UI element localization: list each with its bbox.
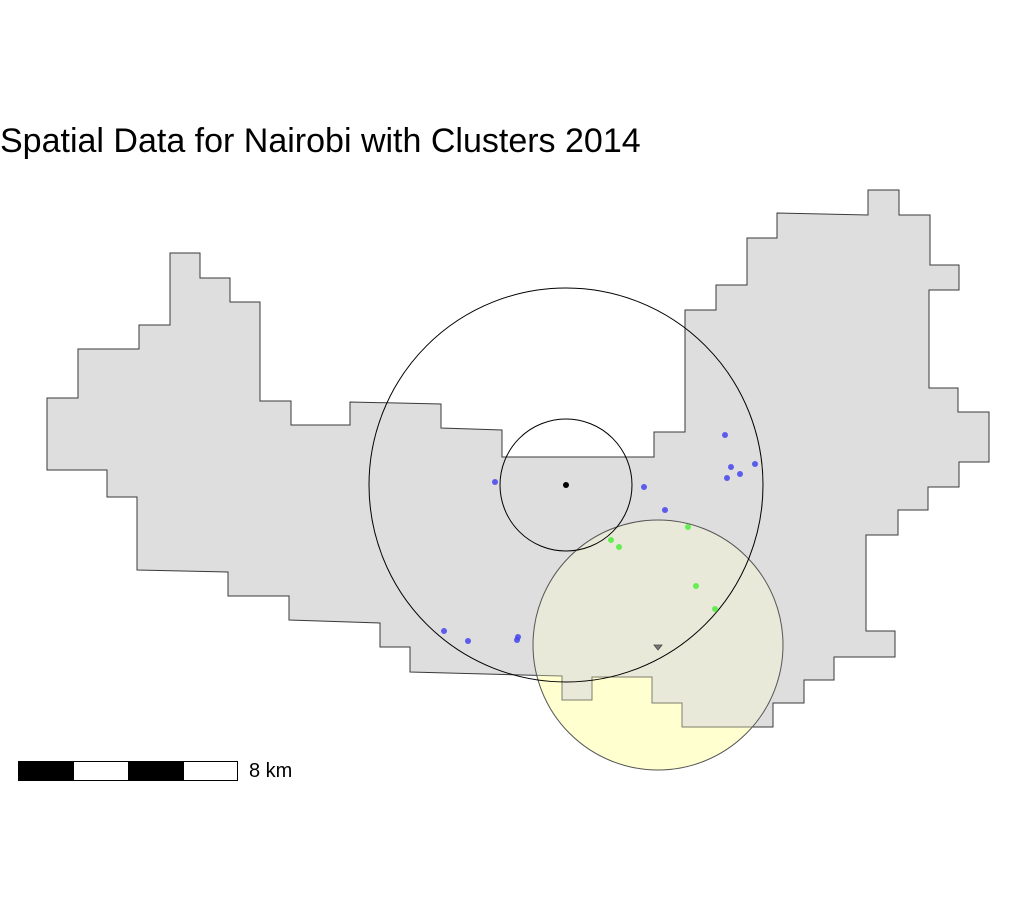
small-marker-icon[interactable] [653,644,663,651]
blue-point[interactable] [441,628,447,634]
scale-bar [18,761,238,781]
green-point[interactable] [712,606,718,612]
scale-segment-black [18,761,74,781]
map-title: Spatial Data for Nairobi with Clusters 2… [0,122,641,160]
scale-segment-white [73,761,129,781]
green-cluster-points [608,524,718,612]
blue-point[interactable] [465,638,471,644]
center-point[interactable] [563,482,569,488]
green-point[interactable] [608,537,614,543]
inner-ring-circle[interactable] [499,418,633,552]
green-point[interactable] [693,583,699,589]
outer-ring-circle[interactable] [368,287,764,683]
blue-point[interactable] [514,637,520,643]
blue-point[interactable] [752,461,758,467]
blue-point[interactable] [737,471,743,477]
scale-segment-black [128,761,184,781]
blue-point[interactable] [728,464,734,470]
blue-point[interactable] [722,432,728,438]
blue-point[interactable] [724,475,730,481]
scale-segment-white [183,761,238,781]
blue-cluster-points [441,432,758,644]
scale-bar-label: 8 km [249,760,293,782]
green-point[interactable] [685,524,691,530]
blue-point[interactable] [641,484,647,490]
blue-point[interactable] [662,507,668,513]
blue-point[interactable] [492,479,498,485]
green-point[interactable] [616,544,622,550]
nairobi-boundary-polygon[interactable] [46,189,990,728]
